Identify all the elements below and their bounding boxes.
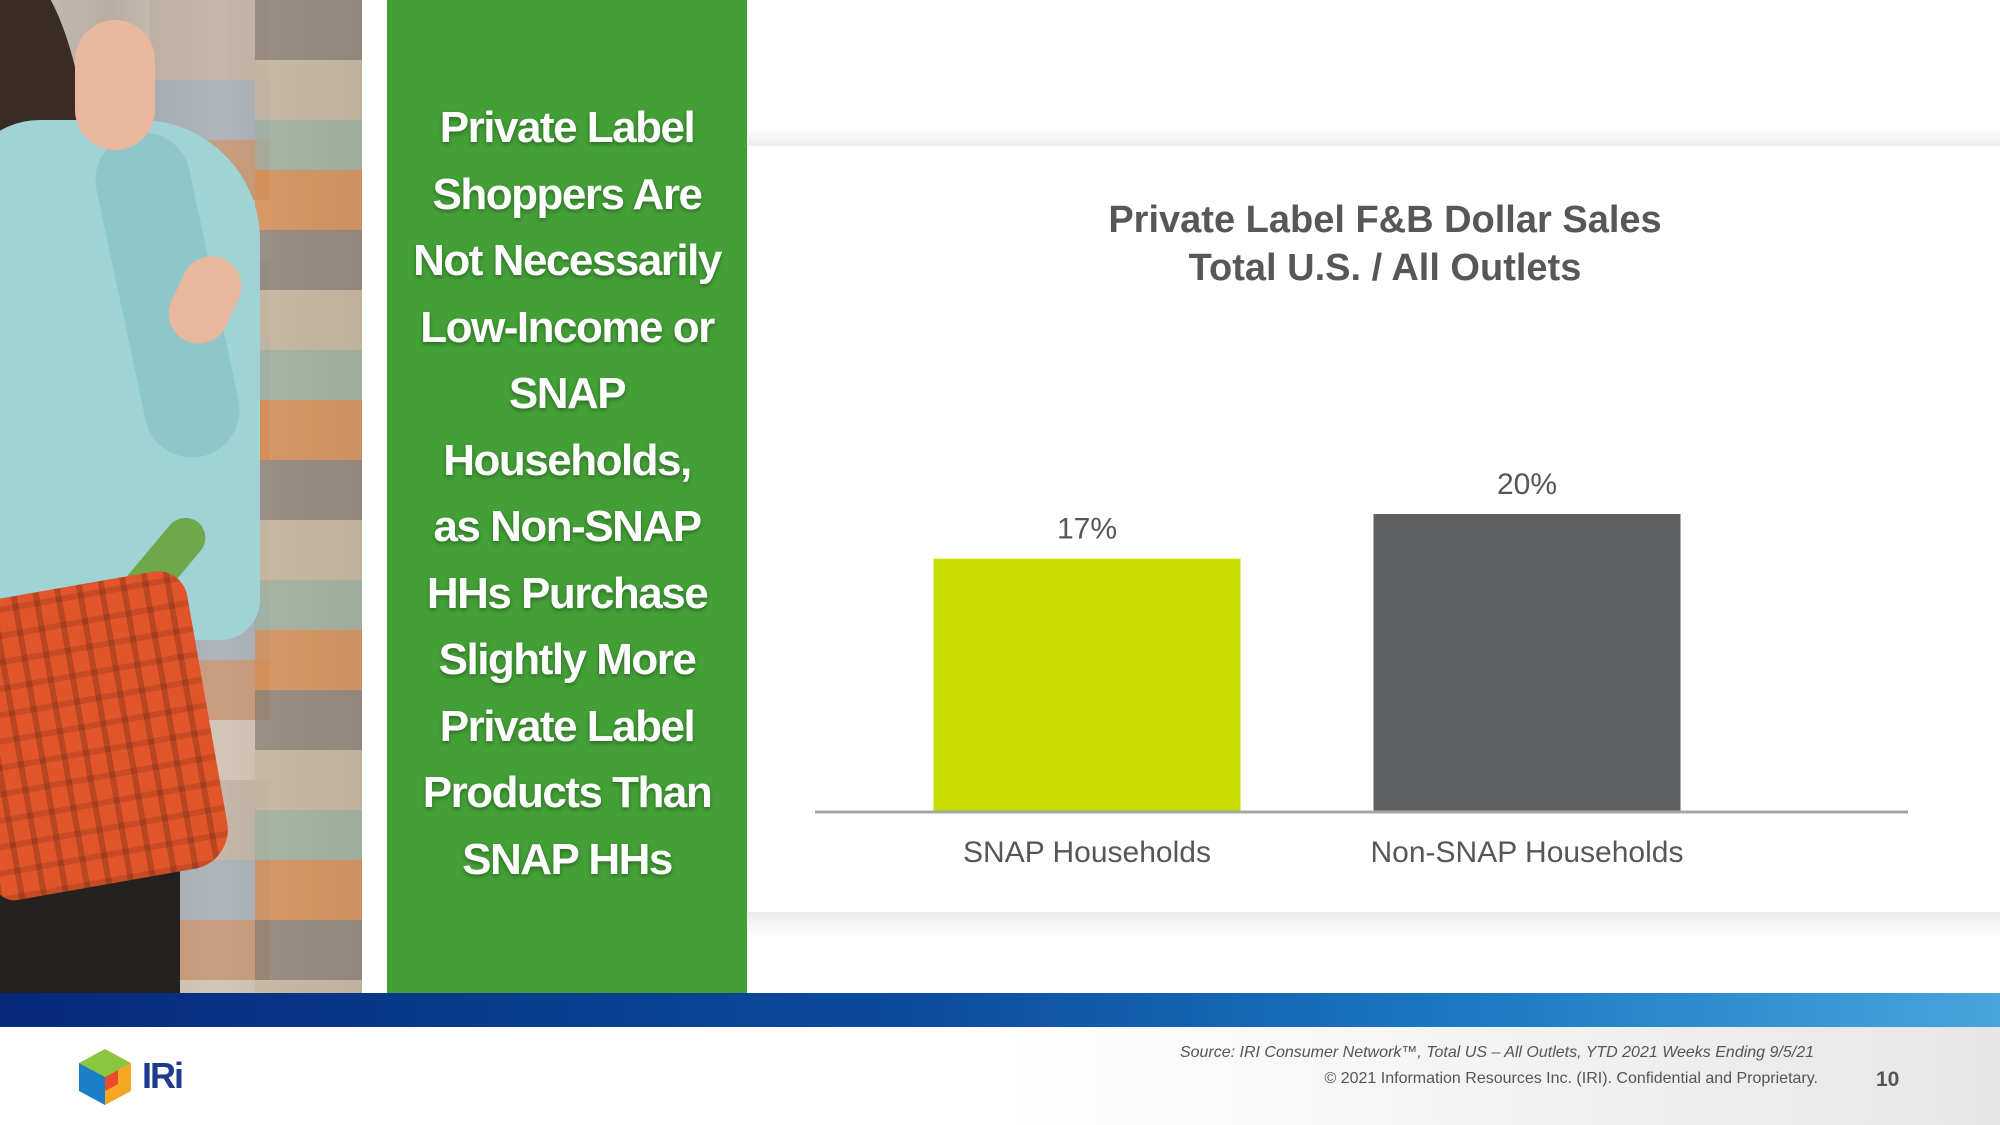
chart-title: Private Label F&B Dollar Sales Total U.S… [1020, 196, 1750, 292]
chart-shadow-bottom [747, 912, 2000, 938]
shopper-hand [75, 20, 155, 150]
headline-line: Low-Income or [420, 302, 715, 352]
blue-divider-bar [0, 993, 2000, 1027]
data-label: 20% [1497, 468, 1557, 501]
iri-logo-text: IRi [142, 1055, 184, 1096]
shopper-photo [0, 0, 362, 993]
data-label: 17% [1057, 513, 1117, 546]
headline-line: SNAP HHs [462, 834, 673, 884]
headline-panel: Private Label Shoppers Are Not Necessari… [387, 0, 747, 993]
copyright-note: © 2021 Information Resources Inc. (IRI).… [1324, 1070, 1819, 1087]
headline-line: Shoppers Are [432, 169, 703, 219]
page-number: 10 [1876, 1068, 1900, 1091]
headline-line: Products Than [422, 768, 713, 817]
headline-line: Not Necessarily [413, 236, 722, 285]
chart-title-line: Private Label F&B Dollar Sales [1108, 199, 1662, 241]
shelf-background-near [255, 0, 362, 993]
headline-text: Private Label Shoppers Are Not Necessari… [387, 95, 747, 893]
iri-logo-icon [79, 1049, 131, 1105]
headline-line: Private Label [439, 103, 696, 152]
footer [0, 1027, 2000, 1125]
bar-chart: 17% SNAP Households 20% Non-SNAP Households [815, 468, 1908, 869]
headline-line: Slightly More [438, 635, 697, 684]
category-label: SNAP Households [963, 836, 1211, 869]
chart-subtitle-line: Total U.S. / All Outlets [1188, 247, 1582, 289]
headline-line: Households, [443, 435, 692, 485]
headline-line: HHs Purchase [426, 568, 709, 618]
category-label: Non-SNAP Households [1371, 836, 1684, 869]
bar-snap-households [933, 558, 1241, 812]
headline-line: as Non-SNAP [433, 502, 702, 551]
source-note: Source: IRI Consumer Network™, Total US … [1179, 1044, 1814, 1061]
headline-line: Private Label [439, 701, 696, 751]
chart-shadow-top [747, 128, 2000, 148]
headline-line: SNAP [508, 369, 627, 418]
bar-non-snap-households [1373, 514, 1681, 812]
